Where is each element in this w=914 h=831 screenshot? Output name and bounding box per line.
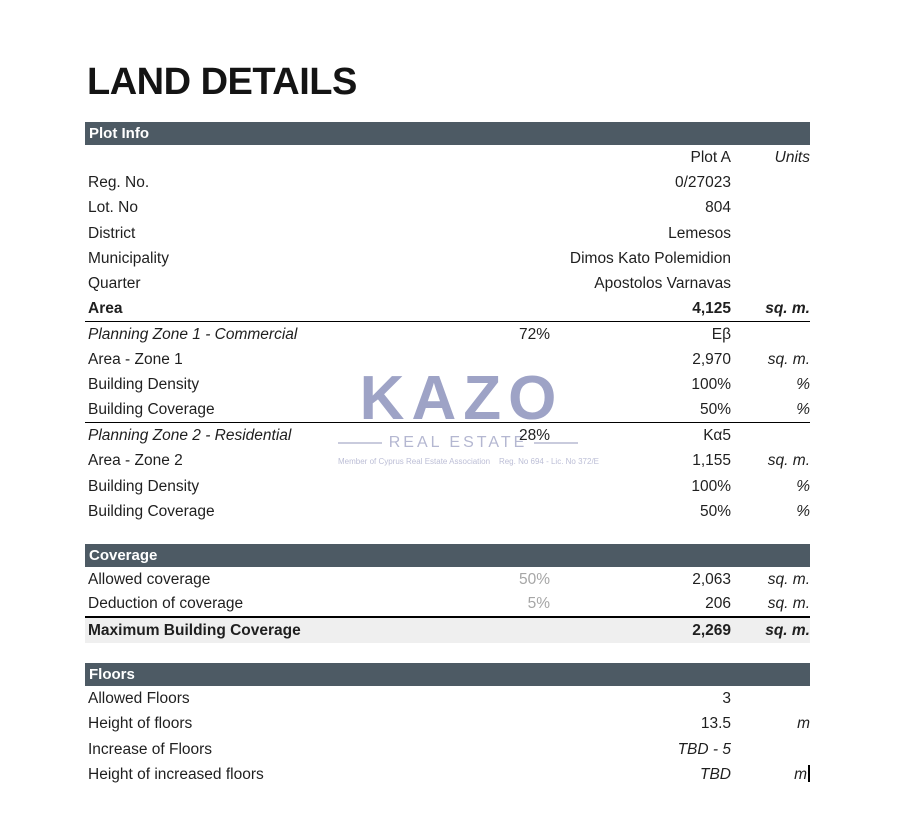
- row-label: Reg. No.: [88, 173, 150, 191]
- row-label: Area: [88, 299, 123, 317]
- row-unit: %: [796, 477, 810, 495]
- row-unit: sq. m.: [767, 351, 810, 369]
- row-label: Building Density: [88, 376, 200, 394]
- table-row: Height of increased floors TBD m: [85, 762, 810, 787]
- row-plot-value: 4,125: [692, 299, 731, 317]
- row-mid-value: 28%: [518, 426, 550, 444]
- row-plot-value: 50%: [699, 401, 731, 419]
- row-unit: sq. m.: [767, 595, 810, 613]
- row-label: Building Coverage: [88, 502, 215, 520]
- row-plot-value: 1,155: [692, 452, 731, 470]
- table-row: Quarter Apostolos Varnavas: [85, 271, 810, 296]
- row-label: Building Density: [88, 477, 200, 495]
- row-unit: sq. m.: [765, 621, 810, 639]
- section-plot-info: Plot Info Plot A Units Reg. No. 0/27023 Lot. …: [85, 122, 810, 524]
- row-label: Deduction of coverage: [88, 595, 244, 613]
- table-row: Planning Zone 1 - Commercial 72% Eβ: [85, 322, 810, 347]
- row-label: Increase of Floors: [88, 740, 213, 758]
- table-row: Building Density 100%%: [85, 373, 810, 398]
- row-label: Municipality: [88, 249, 169, 267]
- watermark-tagline: REAL ESTATE: [338, 434, 579, 452]
- table-row: Deduction of coverage 5% 206 sq. m.: [85, 593, 810, 619]
- row-unit[interactable]: m: [731, 765, 810, 784]
- row-plot-value: Κα5: [703, 426, 731, 444]
- column-header-units: Units: [774, 148, 810, 166]
- land-details-table: Plot Info Plot A Units Reg. No. 0/27023 Lot. …: [85, 122, 810, 808]
- row-unit: sq. m.: [767, 571, 810, 589]
- table-row: Height of floors 13.5 m: [85, 712, 810, 737]
- row-label: District: [88, 224, 136, 242]
- table-row: Lot. No 804: [85, 196, 810, 221]
- table-row: District Lemesos: [85, 221, 810, 246]
- row-plot-value: 206: [705, 595, 731, 613]
- section-floors: Floors Allowed Floors 3 Height of floors 13.…: [85, 663, 810, 787]
- row-label: Area - Zone 2: [88, 452, 183, 470]
- row-label: Height of increased floors: [88, 765, 264, 783]
- table-row: Allowed Floors 3: [85, 686, 810, 711]
- row-unit: sq. m.: [765, 299, 810, 317]
- watermark: KAZO REAL ESTATE Member of Cyprus Real E…: [338, 368, 599, 466]
- row-mid-value: 5%: [527, 595, 550, 613]
- row-plot-value: 100%: [691, 376, 731, 394]
- column-header-row: Plot A Units: [85, 145, 811, 170]
- section-header-coverage: Coverage: [85, 544, 810, 568]
- watermark-rule-right: [534, 442, 579, 444]
- row-label: Planning Zone 1 - Commercial: [88, 325, 298, 343]
- table-row: Planning Zone 2 - Residential 28% Κα5: [85, 423, 810, 448]
- table-row: Increase of Floors TBD - 5: [85, 737, 810, 762]
- row-unit: m: [797, 715, 810, 733]
- row-plot-value: TBD: [700, 765, 731, 783]
- row-plot-value: 3: [722, 689, 731, 707]
- row-plot-value: 804: [705, 199, 731, 217]
- page-title: LAND DETAILS: [87, 61, 357, 103]
- row-label: Allowed coverage: [88, 571, 211, 589]
- row-label: Area - Zone 1: [88, 351, 183, 369]
- table-row: Building Coverage 50%%: [85, 398, 810, 424]
- row-plot-value: Eβ: [711, 325, 731, 343]
- row-unit: sq. m.: [767, 452, 810, 470]
- table-row: Municipality Dimos Kato Polemidion: [85, 246, 810, 271]
- watermark-rule-left: [338, 442, 382, 444]
- row-label: Maximum Building Coverage: [88, 621, 301, 639]
- row-label: Planning Zone 2 - Residential: [88, 426, 292, 444]
- row-plot-value: Dimos Kato Polemidion: [569, 249, 731, 267]
- table-row: Maximum Building Coverage 2,269 sq. m.: [85, 618, 810, 644]
- row-plot-value: TBD - 5: [677, 740, 731, 758]
- row-plot-value: 2,970: [692, 351, 731, 369]
- watermark-tagline-text: REAL ESTATE: [388, 434, 528, 451]
- row-unit: %: [796, 502, 810, 520]
- row-label: Lot. No: [88, 199, 138, 217]
- text-cursor: [808, 765, 810, 783]
- table-row: Area - Zone 1 2,970 sq. m.: [85, 347, 810, 372]
- table-row: Building Density 100%%: [85, 474, 810, 499]
- section-header-plot-info: Plot Info: [85, 122, 810, 145]
- column-header-plot: Plot A: [690, 148, 732, 166]
- row-unit: %: [796, 376, 810, 394]
- table-row: Area 4,125 sq. m.: [85, 297, 810, 323]
- row-plot-value: 100%: [691, 477, 731, 495]
- row-plot-value: 13.5: [700, 715, 731, 733]
- table-row: Allowed coverage 50% 2,063 sq. m.: [85, 567, 810, 592]
- row-mid-value: 50%: [518, 571, 550, 589]
- row-plot-value: Lemesos: [668, 224, 731, 242]
- row-label: Building Coverage: [88, 401, 215, 419]
- table-row: Area - Zone 2 1,155 sq. m.: [85, 449, 810, 474]
- table-row: Reg. No. 0/27023: [85, 170, 810, 195]
- row-plot-value: 2,269: [692, 621, 731, 639]
- table-row: Building Coverage 50%%: [85, 499, 810, 524]
- row-plot-value: 0/27023: [674, 173, 731, 191]
- row-unit: %: [796, 401, 810, 419]
- row-plot-value: 2,063: [692, 571, 731, 589]
- row-plot-value: 50%: [699, 502, 731, 520]
- row-mid-value: 72%: [518, 325, 550, 343]
- watermark-brand-logo: KAZO: [359, 364, 564, 433]
- row-label: Height of floors: [88, 715, 193, 733]
- section-coverage: Coverage Allowed coverage 50% 2,063 sq. m. De…: [85, 544, 810, 644]
- section-header-floors: Floors: [85, 663, 810, 687]
- row-plot-value: Apostolos Varnavas: [594, 275, 731, 293]
- row-label: Allowed Floors: [88, 689, 190, 707]
- row-label: Quarter: [88, 275, 141, 293]
